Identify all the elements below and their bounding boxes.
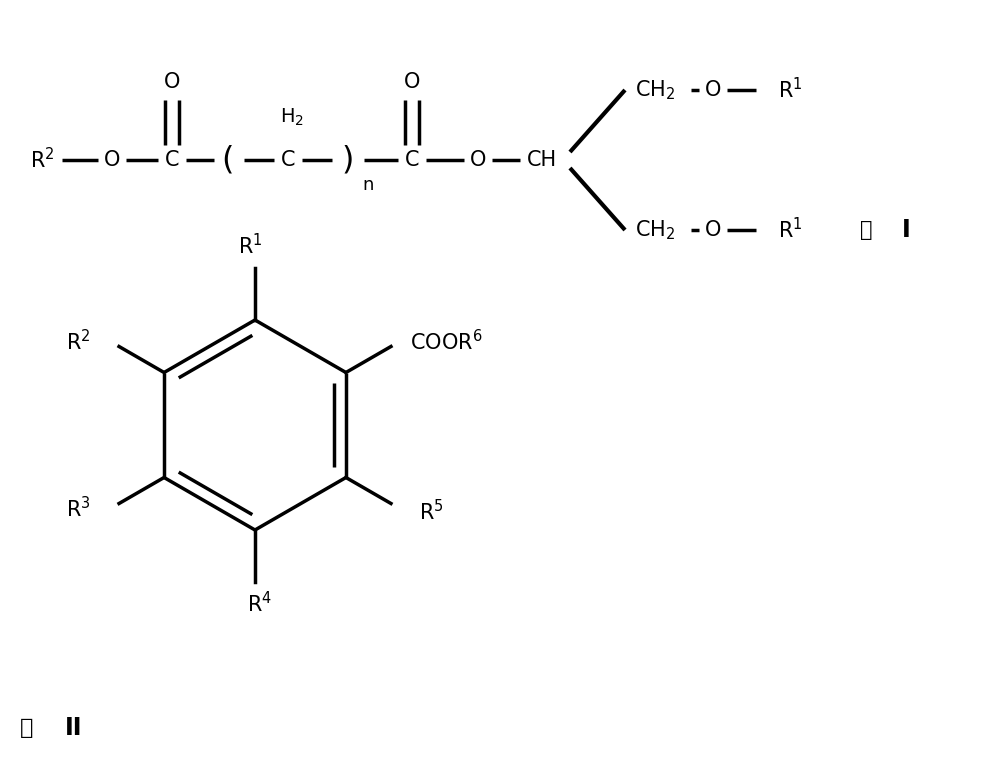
Text: CH$_2$: CH$_2$: [635, 78, 675, 102]
Text: CH$_2$: CH$_2$: [635, 218, 675, 242]
Text: O: O: [164, 72, 180, 92]
Text: H$_2$: H$_2$: [280, 106, 304, 128]
Text: R$^{2}$: R$^{2}$: [30, 147, 54, 172]
Text: 式: 式: [860, 220, 879, 240]
Text: 式: 式: [20, 718, 33, 738]
Text: R$^{4}$: R$^{4}$: [247, 591, 273, 617]
Text: C: C: [165, 150, 179, 170]
Text: R$^{1}$: R$^{1}$: [778, 77, 803, 103]
Text: O: O: [705, 80, 721, 100]
Text: R$^{3}$: R$^{3}$: [66, 496, 91, 521]
Text: O: O: [705, 220, 721, 240]
Text: (: (: [222, 144, 234, 176]
Text: O: O: [104, 150, 120, 170]
Text: n: n: [362, 176, 374, 194]
Text: I: I: [902, 218, 911, 242]
Text: ): ): [342, 144, 354, 176]
Text: R$^{5}$: R$^{5}$: [419, 499, 444, 524]
Text: R$^{1}$: R$^{1}$: [778, 218, 803, 243]
Text: C: C: [405, 150, 419, 170]
Text: II: II: [65, 716, 82, 740]
Text: COOR$^{6}$: COOR$^{6}$: [410, 329, 482, 354]
Text: O: O: [470, 150, 486, 170]
Text: R$^{1}$: R$^{1}$: [238, 233, 262, 259]
Text: CH: CH: [527, 150, 557, 170]
Text: O: O: [404, 72, 420, 92]
Text: C: C: [281, 150, 295, 170]
Text: R$^{2}$: R$^{2}$: [66, 329, 91, 354]
